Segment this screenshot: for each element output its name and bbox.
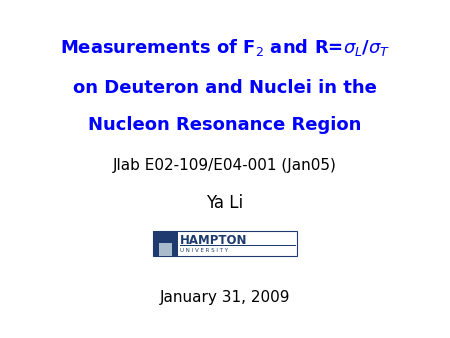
Text: Measurements of F$_2$ and R=$\sigma_L$/$\sigma_T$: Measurements of F$_2$ and R=$\sigma_L$/$… bbox=[60, 37, 390, 58]
Text: Ya Li: Ya Li bbox=[207, 194, 243, 212]
Text: HAMPTON: HAMPTON bbox=[180, 234, 248, 247]
FancyBboxPatch shape bbox=[153, 231, 178, 256]
Text: on Deuteron and Nuclei in the: on Deuteron and Nuclei in the bbox=[73, 79, 377, 97]
Text: U N I V E R S I T Y: U N I V E R S I T Y bbox=[180, 248, 228, 253]
Text: January 31, 2009: January 31, 2009 bbox=[160, 290, 290, 305]
FancyBboxPatch shape bbox=[153, 231, 297, 256]
Text: Nucleon Resonance Region: Nucleon Resonance Region bbox=[88, 116, 362, 134]
Bar bbox=[180, 245, 296, 246]
Text: Jlab E02-109/E04-001 (Jan05): Jlab E02-109/E04-001 (Jan05) bbox=[113, 158, 337, 173]
FancyBboxPatch shape bbox=[159, 243, 171, 256]
